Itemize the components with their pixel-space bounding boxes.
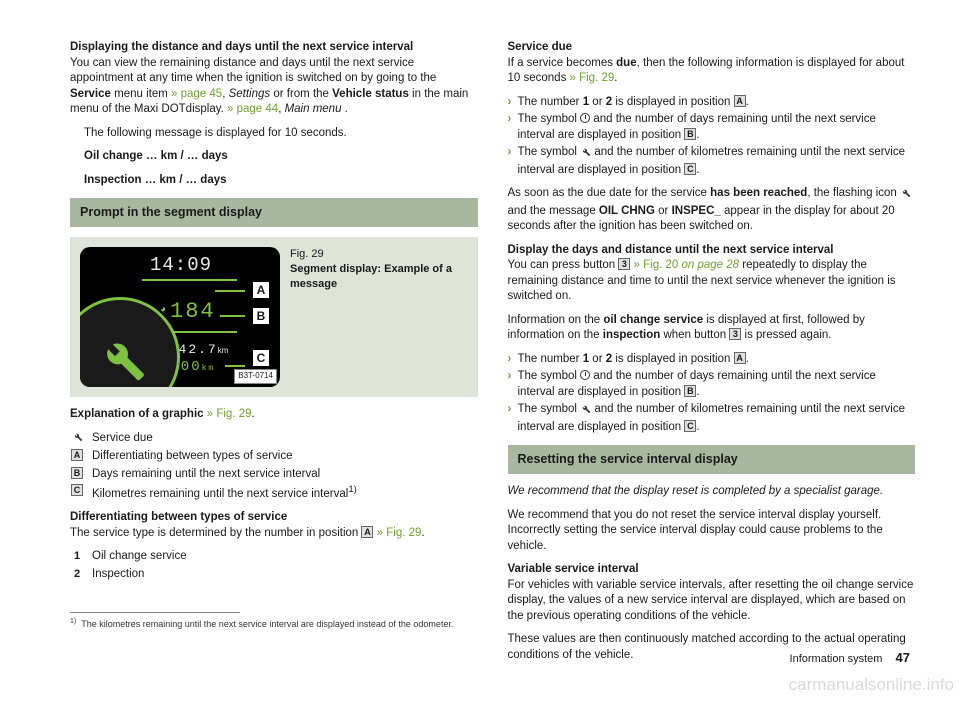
cluster-mid: 184 [170,297,216,327]
figure-image: 14:09 ◕ 184 trip 42.7km 7400km [80,247,280,387]
callout-a: A [252,281,270,299]
left-intro: Displaying the distance and days until t… [70,40,478,118]
info-oilchange: Information on the oil change service is… [508,313,916,344]
callout-line-c [225,365,245,367]
left-p2: The following message is displayed for 1… [70,126,478,142]
variable-interval: Variable service interval For vehicles w… [508,562,916,624]
section-bar-prompt: Prompt in the segment display [70,198,478,227]
legend-c: C Kilometres remaining until the next se… [70,484,478,502]
wrench-icon [900,187,911,204]
box-a: A [734,95,746,107]
page-columns: Displaying the distance and days until t… [0,0,960,691]
service-due: Service due If a service becomes due, th… [508,40,916,87]
cluster-display: 14:09 ◕ 184 trip 42.7km 7400km [80,247,280,387]
bullet-2a: The number 1 or 2 is displayed in positi… [508,352,916,368]
cluster-time: 14:09 [150,253,212,279]
left-h1: Displaying the distance and days until t… [70,41,413,53]
divider-line [142,279,237,281]
footnote: 1) The kilometres remaining until the ne… [70,617,478,630]
wrench-icon [580,146,591,163]
legend-b: B Days remaining until the next service … [70,467,478,483]
legend-a: A Differentiating between types of servi… [70,449,478,465]
bullets-1: The number 1 or 2 is displayed in positi… [508,95,916,179]
box-a: A [734,352,746,364]
bullet-1a: The number 1 or 2 is displayed in positi… [508,95,916,111]
figure-caption: Fig. 29 Segment display: Example of a me… [290,247,468,387]
box-c: C [71,484,83,496]
callout-c: C [252,349,270,367]
left-column: Displaying the distance and days until t… [70,40,478,671]
footnote-rule [70,612,240,613]
bullet-2c: The symbol and the number of kilometres … [508,402,916,435]
figure-block: 14:09 ◕ 184 trip 42.7km 7400km [70,237,478,397]
type-1: 1 Oil change service [70,549,478,565]
clock-icon [580,370,590,380]
box-3: 3 [729,328,741,340]
right-column: Service due If a service becomes due, th… [508,40,916,671]
legend-wrench: Service due [70,431,478,448]
bullets-2: The number 1 or 2 is displayed in positi… [508,352,916,436]
watermark: carmanualsonline.info [789,674,954,697]
callout-line-a [215,290,245,292]
wrench-icon [70,431,84,448]
bullet-1b: The symbol and the number of days remain… [508,112,916,143]
callout-line-b [220,315,245,317]
msg-oil: Oil change … km / … days [70,149,478,165]
section-bar-reset: Resetting the service interval display [508,445,916,474]
bullet-1c: The symbol and the number of kilometres … [508,145,916,178]
wrench-icon [93,330,148,385]
wrench-icon [580,403,591,420]
diff-heading: Differentiating between types of service… [70,510,478,541]
box-3: 3 [618,258,630,270]
box-a: A [71,449,83,461]
msg-insp: Inspection … km / … days [70,173,478,189]
recommend-2: We recommend that you do not reset the s… [508,508,916,555]
callout-b: B [252,307,270,325]
box-b: B [684,385,696,397]
figure-id: B3T-0714 [234,369,277,384]
type-2: 2 Inspection [70,567,478,583]
explanation-heading: Explanation of a graphic » Fig. 29. [70,407,478,423]
box-a-inline: A [361,526,373,538]
box-c: C [684,420,696,432]
reached-para: As soon as the due date for the service … [508,186,916,235]
box-b: B [684,128,696,140]
display-next: Display the days and distance until the … [508,243,916,305]
recommend-1: We recommend that the display reset is c… [508,484,916,500]
box-c: C [684,163,696,175]
box-b: B [71,467,83,479]
page-footer: Information system 47 [790,649,910,667]
bullet-2b: The symbol and the number of days remain… [508,369,916,400]
clock-icon [580,113,590,123]
